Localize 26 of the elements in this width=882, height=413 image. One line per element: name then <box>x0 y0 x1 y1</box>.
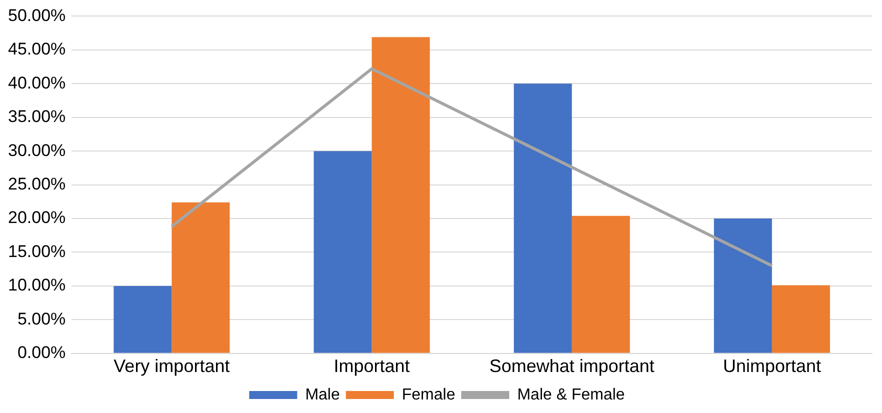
x-tick-label: Important <box>334 356 410 376</box>
legend-label: Male & Female <box>517 386 625 404</box>
y-tick-label: 35.00% <box>8 107 66 126</box>
bar <box>314 151 372 353</box>
y-tick-label: 40.00% <box>8 73 66 92</box>
x-tick-label: Unimportant <box>722 356 821 376</box>
bar <box>114 286 172 353</box>
y-tick-label: 45.00% <box>8 40 66 59</box>
y-tick-label: 15.00% <box>8 242 66 261</box>
y-tick-label: 50.00% <box>8 6 66 25</box>
bar <box>514 84 572 353</box>
y-tick-label: 25.00% <box>8 174 66 194</box>
y-tick-label: 5.00% <box>17 309 66 328</box>
bar <box>714 218 772 353</box>
bar <box>172 202 230 353</box>
legend-label: Female <box>402 386 456 404</box>
bar <box>772 285 830 353</box>
y-tick-label: 10.00% <box>8 276 66 295</box>
y-tick-label: 30.00% <box>8 140 66 160</box>
bar <box>572 216 630 353</box>
x-tick-label: Very important <box>114 356 230 376</box>
y-tick-label: 0.00% <box>17 343 66 362</box>
x-tick-label: Somewhat important <box>489 356 654 376</box>
y-tick-label: 20.00% <box>8 208 66 228</box>
legend-label: Male <box>305 386 340 404</box>
bar <box>372 37 430 353</box>
